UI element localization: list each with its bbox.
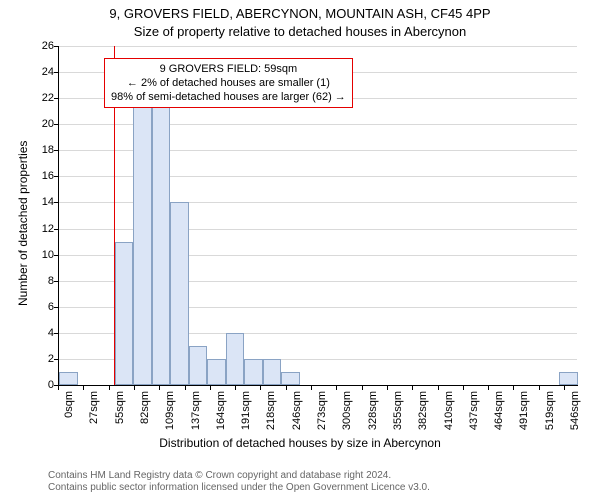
ytick-label: 8 [14, 275, 54, 287]
ytick-mark [54, 72, 58, 73]
xtick-mark [539, 386, 540, 390]
xtick-label: 27sqm [88, 391, 100, 451]
xtick-mark [185, 386, 186, 390]
ytick-label: 0 [14, 379, 54, 391]
xtick-label: 0sqm [63, 391, 75, 451]
histogram-bar [263, 359, 282, 385]
ytick-mark [54, 281, 58, 282]
xtick-mark [159, 386, 160, 390]
xtick-label: 109sqm [164, 391, 176, 451]
xtick-label: 137sqm [190, 391, 202, 451]
ytick-mark [54, 333, 58, 334]
xtick-mark [58, 386, 59, 390]
callout-line1: 9 GROVERS FIELD: 59sqm [111, 62, 346, 76]
histogram-bar [189, 346, 208, 385]
xtick-label: 273sqm [316, 391, 328, 451]
xtick-mark [463, 386, 464, 390]
xtick-mark [336, 386, 337, 390]
ytick-mark [54, 229, 58, 230]
histogram-bar [226, 333, 245, 385]
xtick-label: 464sqm [493, 391, 505, 451]
histogram-bar [170, 202, 189, 385]
ytick-mark [54, 176, 58, 177]
ytick-mark [54, 202, 58, 203]
xtick-label: 437sqm [468, 391, 480, 451]
xtick-label: 191sqm [240, 391, 252, 451]
histogram-bar [281, 372, 300, 385]
xtick-mark [260, 386, 261, 390]
histogram-bar [133, 98, 152, 385]
histogram-bar [207, 359, 226, 385]
histogram-bar [115, 242, 134, 385]
xtick-label: 246sqm [291, 391, 303, 451]
xtick-label: 300sqm [341, 391, 353, 451]
xtick-mark [412, 386, 413, 390]
histogram-bar [152, 98, 171, 385]
xtick-label: 382sqm [417, 391, 429, 451]
page-title-line1: 9, GROVERS FIELD, ABERCYNON, MOUNTAIN AS… [0, 6, 600, 21]
xtick-mark [564, 386, 565, 390]
ytick-label: 10 [14, 249, 54, 261]
xtick-label: 328sqm [367, 391, 379, 451]
xtick-mark [109, 386, 110, 390]
attribution-footer: Contains HM Land Registry data © Crown c… [48, 470, 430, 494]
ytick-label: 24 [14, 66, 54, 78]
footer-line1: Contains HM Land Registry data © Crown c… [48, 470, 430, 482]
callout-line2: ← 2% of detached houses are smaller (1) [111, 76, 346, 90]
xtick-mark [210, 386, 211, 390]
ytick-label: 2 [14, 353, 54, 365]
ytick-label: 18 [14, 144, 54, 156]
page-title-line2: Size of property relative to detached ho… [0, 24, 600, 39]
xtick-label: 546sqm [569, 391, 581, 451]
xtick-mark [488, 386, 489, 390]
ytick-label: 6 [14, 301, 54, 313]
ytick-label: 20 [14, 118, 54, 130]
ytick-mark [54, 98, 58, 99]
xtick-label: 519sqm [544, 391, 556, 451]
histogram-bar [559, 372, 578, 385]
histogram-bar [59, 372, 78, 385]
ytick-mark [54, 124, 58, 125]
ytick-label: 16 [14, 170, 54, 182]
xtick-label: 410sqm [443, 391, 455, 451]
xtick-mark [134, 386, 135, 390]
property-callout: 9 GROVERS FIELD: 59sqm ← 2% of detached … [104, 58, 353, 108]
xtick-mark [83, 386, 84, 390]
ytick-label: 26 [14, 40, 54, 52]
xtick-label: 491sqm [518, 391, 530, 451]
ytick-label: 22 [14, 92, 54, 104]
xtick-label: 55sqm [114, 391, 126, 451]
xtick-mark [387, 386, 388, 390]
ytick-mark [54, 307, 58, 308]
gridline [59, 46, 577, 47]
xtick-label: 82sqm [139, 391, 151, 451]
histogram-bar [244, 359, 263, 385]
xtick-mark [311, 386, 312, 390]
callout-line3: 98% of semi-detached houses are larger (… [111, 90, 346, 104]
ytick-mark [54, 150, 58, 151]
xtick-mark [513, 386, 514, 390]
ytick-mark [54, 359, 58, 360]
ytick-label: 14 [14, 196, 54, 208]
ytick-mark [54, 46, 58, 47]
xtick-mark [362, 386, 363, 390]
xtick-mark [235, 386, 236, 390]
xtick-mark [286, 386, 287, 390]
xtick-mark [438, 386, 439, 390]
ytick-label: 12 [14, 223, 54, 235]
xtick-label: 218sqm [265, 391, 277, 451]
ytick-label: 4 [14, 327, 54, 339]
ytick-mark [54, 255, 58, 256]
xtick-label: 355sqm [392, 391, 404, 451]
footer-line2: Contains public sector information licen… [48, 482, 430, 494]
xtick-label: 164sqm [215, 391, 227, 451]
